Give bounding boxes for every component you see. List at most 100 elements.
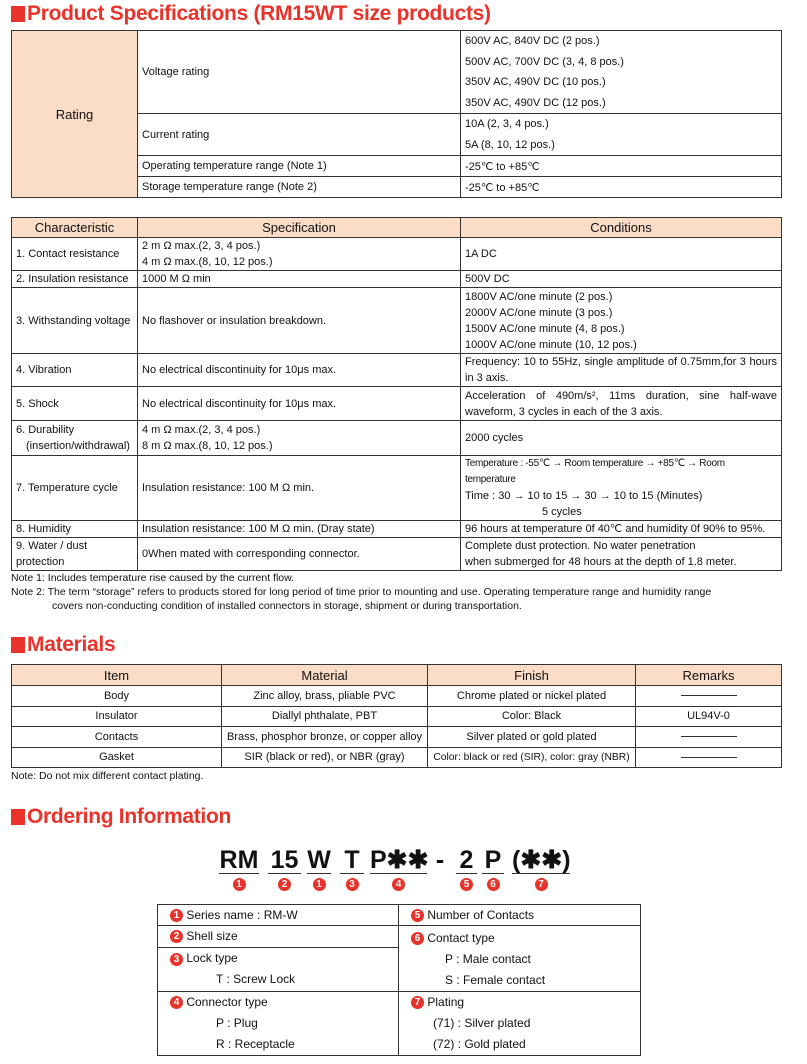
ordering-section-title: Ordering Information [11,805,231,829]
specification-cell: Insulation resistance: 100 M Ω min. (Dra… [137,520,461,538]
table-row: 5. Shock No electrical discontinuity for … [11,386,782,421]
ordering-table: 1 Series name : RM-W 5 Number of Contact… [157,904,641,1056]
spec-section-title: Product Specifications (RM15WT size prod… [11,2,491,26]
circled-number: 2 [278,878,291,892]
remarks-cell [635,746,782,768]
table-row: 6. Durability (insertion/withdrawal) 4 m Ω… [11,420,782,456]
storage-temp-label: Storage temperature range (Note 2) [137,176,461,198]
conditions-cell: 96 hours at temperature 0f 40℃ and humid… [460,520,782,538]
shell-size: 2 Shell size [157,925,399,948]
materials-table: Item Material Finish Remarks Body Zinc alloy,… [11,664,782,768]
circled-number: 3 [345,878,359,892]
material-cell: Diallyl phthalate, PBT [221,705,428,727]
dash-line [680,736,737,738]
column-header: Characteristic [11,217,138,238]
column-header: Material [221,664,428,686]
conditions-cell: Frequency: 10 to 55Hz, single amplitude … [460,353,782,387]
finish-cell: Chrome plated or nickel plated [427,685,636,707]
voltage-rating-label: Voltage rating [137,30,461,114]
column-header: Specification [137,217,461,238]
characteristic-cell: 8. Humidity [11,520,138,538]
code-segment: - [435,846,445,874]
table-row: Body Zinc alloy, brass, pliable PVC Chrome… [11,685,782,707]
material-cell: Zinc alloy, brass, pliable PVC [221,685,428,707]
characteristic-cell: 3. Withstanding voltage [11,287,138,354]
number-of-contacts: 5 Number of Contacts [398,904,641,926]
table-row: 4. Vibration No electrical discontinuity … [11,353,782,387]
table-row: 7. Temperature cycle Insulation resistanc… [11,455,782,521]
storage-temp-value: -25℃ to +85℃ [460,176,782,198]
specification-cell: 0When mated with corresponding connector… [137,537,461,571]
circled-number: 7 [534,878,548,892]
specification-cell: 4 m Ω max.(2, 3, 4 pos.) 8 m Ω max.(8, 10… [137,420,461,456]
material-cell: SIR (black or red), or NBR (gray) [221,746,428,768]
item-cell: Insulator [11,705,222,727]
code-segment: RM 1 [219,846,259,892]
current-rating-values: 10A (2, 3, 4 pos.) 5A (8, 10, 12 pos.) [460,113,782,156]
code-segment: P✱✱ 4 [370,846,429,892]
conditions-cell: Temperature : -55℃ → Room temperature → … [460,455,782,521]
characteristic-cell: 5. Shock [11,386,138,421]
item-cell: Body [11,685,222,707]
rating-label: Rating [11,30,138,198]
conditions-cell: Acceleration of 490m/s², 11ms duration, … [460,386,782,421]
remarks-cell [635,726,782,748]
voltage-rating-values: 600V AC, 840V DC (2 pos.) 500V AC, 700V … [460,30,782,114]
table-row: 8. Humidity Insulation resistance: 100 M … [11,520,782,538]
conditions-cell: 2000 cycles [460,420,782,456]
specification-cell: No electrical discontinuity for 10μs max… [137,386,461,421]
specification-cell: Insulation resistance: 100 M Ω min. [137,455,461,521]
conditions-cell: Complete dust protection. No water penet… [460,537,782,571]
column-header: Conditions [460,217,782,238]
op-temp-value: -25℃ to +85℃ [460,155,782,177]
finish-cell: Color: black or red (SIR), color: gray (… [427,746,636,768]
plating: 7 Plating (71) : Silver plated (72) : Go… [398,991,641,1056]
specification-cell: 1000 M Ω min [137,270,461,288]
table-row: 1. Contact resistance 2 m Ω max.(2, 3, 4 … [11,237,782,271]
characteristic-cell: 7. Temperature cycle [11,455,138,521]
rating-table: Rating Voltage rating 600V AC, 840V DC (… [11,30,782,198]
op-temp-label: Operating temperature range (Note 1) [137,155,461,177]
finish-cell: Color: Black [427,705,636,727]
conditions-cell: 500V DC [460,270,782,288]
code-segment: (✱✱) 7 [512,846,571,892]
materials-section-title: Materials [11,633,116,657]
specification-cell: 2 m Ω max.(2, 3, 4 pos.) 4 m Ω max.(8, 10… [137,237,461,271]
characteristics-table: Characteristic Specification Conditions 1. … [11,217,782,571]
item-cell: Gasket [11,746,222,768]
lock-type: 3 Lock type T : Screw Lock [157,946,399,993]
current-rating-label: Current rating [137,113,461,156]
note-2: Note 2: The term “storage” refers to pro… [11,586,712,598]
column-header: Remarks [635,664,782,686]
characteristic-cell: 9. Water / dust protection [11,537,138,571]
circled-number: 1 [232,878,246,892]
series-name: 1 Series name : RM-W [157,904,399,926]
column-header: Item [11,664,222,686]
contact-type: 6 Contact type P : Male contact S : Fema… [398,925,641,992]
note-1: Note 1: Includes temperature rise caused… [11,572,295,584]
column-header: Finish [427,664,636,686]
table-row: Contacts Brass, phosphor bronze, or coppe… [11,726,782,748]
circled-number: 5 [460,878,473,892]
conditions-cell: 1A DC [460,237,782,271]
remarks-cell: UL94V-0 [635,705,782,727]
characteristic-cell: 4. Vibration [11,353,138,387]
connector-type: 4 Connector type P : Plug R : Receptacle [157,991,399,1056]
table-row: 2. Insulation resistance 1000 M Ω min 500V… [11,270,782,288]
characteristic-cell: 1. Contact resistance [11,237,138,271]
table-row: Insulator Diallyl phthalate, PBT Color: Bl… [11,705,782,727]
remarks-cell [635,685,782,707]
table-row: 9. Water / dust protection 0When mated wi… [11,537,782,571]
dash-line [680,695,737,697]
conditions-cell: 1800V AC/one minute (2 pos.) 2000V AC/one… [460,287,782,354]
materials-note: Note: Do not mix different contact plati… [11,770,204,782]
code-segment: 15 2 [268,846,301,892]
note-2-cont: covers non-conducting condition of insta… [52,600,522,612]
specification-cell: No electrical discontinuity for 10μs max… [137,353,461,387]
circled-number: 1 [312,878,326,892]
circled-number: 4 [392,878,405,892]
